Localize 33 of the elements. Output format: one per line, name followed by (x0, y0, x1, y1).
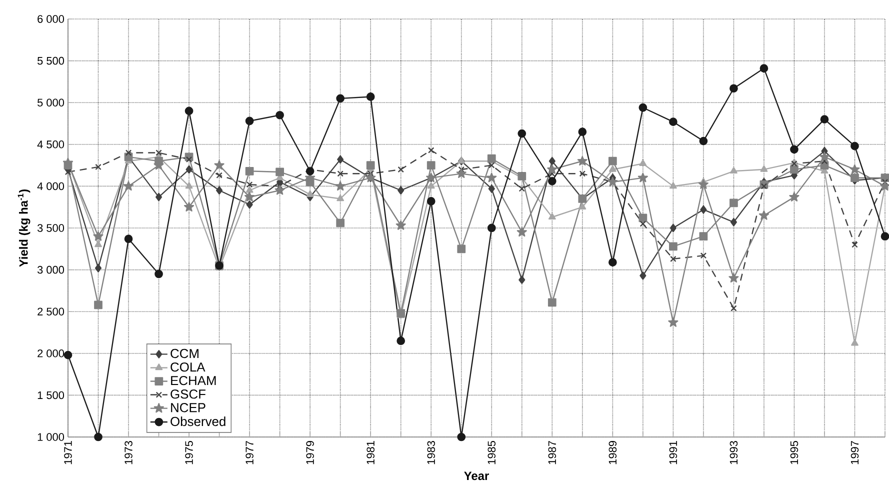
legend-label: COLA (170, 362, 206, 372)
y-tick-label: 4 000 (37, 182, 64, 190)
x-tick-label: 1971 (64, 441, 72, 464)
x-tick-label: 1977 (246, 441, 254, 464)
y-tick-label: 3 500 (37, 224, 64, 232)
y-tick-label: 5 000 (37, 98, 64, 106)
x-tick-label: 1973 (124, 441, 132, 464)
y-tick-label: 4 500 (37, 140, 64, 148)
legend-label: NCEP (171, 403, 206, 412)
y-tick-label: 1 500 (38, 391, 64, 400)
x-tick-label: 1987 (548, 441, 556, 464)
x-tick-label: 1995 (790, 440, 798, 464)
y-tick-label: 5 500 (37, 56, 64, 65)
legend-label: Observed (170, 416, 226, 426)
x-tick-label: 1975 (185, 440, 193, 464)
y-axis-title: Yield (kg ha$^{-1}$) (18, 189, 30, 267)
legend-label: CCM (170, 348, 198, 358)
x-tick-label: 1989 (608, 441, 617, 464)
y-tick-label: 3 000 (37, 266, 64, 274)
y-tick-label: 1 000 (38, 433, 64, 441)
y-tick-label: 2 000 (38, 350, 64, 358)
y-tick-label: 6 000 (38, 15, 64, 23)
x-tick-label: 1991 (669, 441, 678, 464)
legend-label: GSCF (170, 390, 206, 399)
x-tick-label: 1993 (730, 441, 738, 464)
x-tick-label: 1979 (306, 441, 314, 464)
x-tick-label: 1983 (427, 441, 435, 464)
x-tick-label: 1997 (850, 441, 859, 464)
x-tick-label: 1985 (488, 440, 496, 464)
x-tick-label: 1981 (366, 441, 374, 464)
legend-label: ECHAM (171, 376, 216, 386)
y-tick-label: 2 500 (38, 308, 64, 316)
x-axis-title: Year (464, 472, 489, 480)
